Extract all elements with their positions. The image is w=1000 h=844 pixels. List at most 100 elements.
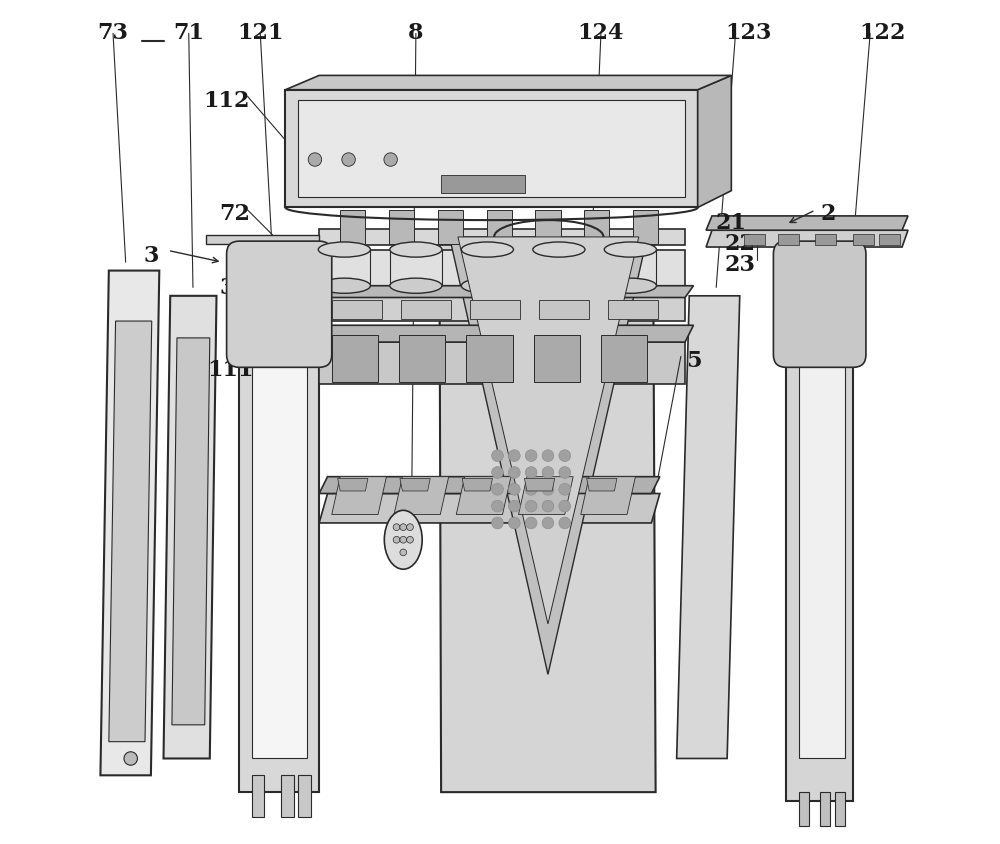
Text: 32: 32 [220,278,250,300]
Circle shape [559,450,571,462]
Circle shape [508,500,520,512]
Polygon shape [206,235,319,244]
Bar [332,335,378,381]
Circle shape [400,537,407,544]
Polygon shape [319,342,685,384]
Circle shape [407,524,413,531]
Polygon shape [587,479,617,491]
Circle shape [559,517,571,529]
Polygon shape [252,338,307,759]
Polygon shape [285,89,698,208]
Bar [487,210,512,244]
Polygon shape [677,295,740,759]
Circle shape [407,537,413,544]
Bar [835,793,845,825]
Polygon shape [285,75,731,89]
Polygon shape [462,479,492,491]
Text: 23: 23 [724,254,755,276]
Polygon shape [799,338,845,759]
Circle shape [492,517,503,529]
Circle shape [542,500,554,512]
Text: 111: 111 [208,359,254,381]
Ellipse shape [604,279,656,294]
Polygon shape [706,216,908,230]
Bar [332,300,382,318]
Polygon shape [450,237,647,674]
Circle shape [542,517,554,529]
Bar [401,300,451,318]
Bar [298,100,685,197]
Text: 2: 2 [820,203,836,225]
Polygon shape [519,477,573,515]
Text: 71: 71 [173,23,204,45]
Bar [601,335,647,381]
Polygon shape [239,271,319,793]
Ellipse shape [318,279,370,294]
Circle shape [525,517,537,529]
Bar [799,793,809,825]
Polygon shape [458,237,639,624]
Text: 8: 8 [408,23,424,45]
Polygon shape [319,250,685,286]
Bar [584,210,609,244]
Ellipse shape [533,242,585,257]
Circle shape [542,484,554,495]
Circle shape [508,467,520,479]
Text: 21: 21 [716,212,747,234]
Bar [778,234,799,245]
Text: 122: 122 [860,23,906,45]
Bar [466,335,513,381]
Polygon shape [338,479,368,491]
Bar [633,210,658,244]
Polygon shape [394,477,449,515]
Ellipse shape [604,242,656,257]
Text: 121: 121 [237,23,284,45]
Polygon shape [319,229,685,246]
Bar [535,210,561,244]
Circle shape [525,500,537,512]
Circle shape [559,467,571,479]
Circle shape [124,752,137,766]
Bar [470,300,520,318]
Circle shape [525,467,537,479]
Bar [389,210,414,244]
Polygon shape [786,271,853,801]
Circle shape [492,467,503,479]
Circle shape [393,537,400,544]
Polygon shape [109,321,152,742]
Circle shape [393,524,400,531]
Circle shape [308,153,322,166]
Bar [399,335,445,381]
Bar [252,776,264,817]
Circle shape [559,484,571,495]
Circle shape [559,500,571,512]
Text: 3: 3 [143,246,159,268]
Bar [281,776,294,817]
Bar [340,210,365,244]
Bar [815,234,836,245]
Bar [298,776,311,817]
Polygon shape [100,271,159,776]
Circle shape [525,450,537,462]
Text: 73: 73 [98,23,128,45]
Circle shape [492,484,503,495]
Circle shape [400,549,407,555]
Ellipse shape [533,279,585,294]
Polygon shape [524,479,555,491]
Circle shape [342,153,355,166]
Bar [608,300,658,318]
Circle shape [492,450,503,462]
Polygon shape [319,494,660,523]
FancyBboxPatch shape [227,241,332,367]
Circle shape [508,517,520,529]
FancyBboxPatch shape [773,241,866,367]
Circle shape [542,450,554,462]
Bar [438,210,463,244]
Bar [820,793,830,825]
Bar [853,234,874,245]
Polygon shape [439,237,656,793]
Polygon shape [332,477,386,515]
Text: 124: 124 [578,23,624,45]
Polygon shape [581,477,635,515]
Polygon shape [164,295,217,759]
